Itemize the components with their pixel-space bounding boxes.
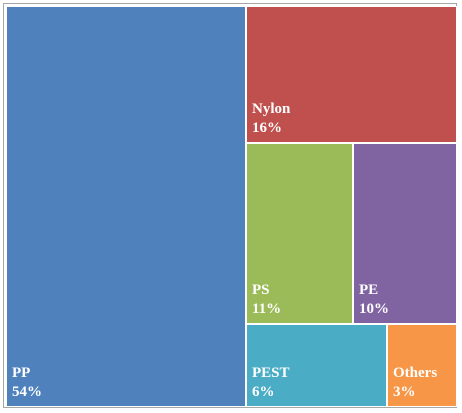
treemap-label-value: 54%: [12, 384, 42, 400]
treemap-label-others: Others 3%: [393, 364, 437, 402]
treemap-label-value: 3%: [393, 384, 416, 400]
treemap-tile-nylon: Nylon 16%: [246, 6, 457, 143]
treemap-label-name: Nylon: [252, 101, 291, 117]
treemap-label-pp: PP 54%: [12, 364, 42, 402]
treemap-tile-pest: PEST 6%: [246, 324, 387, 407]
treemap-label-value: 6%: [252, 384, 275, 400]
treemap-label-name: PEST: [252, 365, 290, 381]
treemap-label-name: PP: [12, 365, 31, 381]
treemap-tile-pp: PP 54%: [6, 6, 246, 407]
treemap-tile-ps: PS 11%: [246, 143, 353, 324]
treemap-label-name: PE: [359, 282, 379, 298]
treemap-label-name: Others: [393, 365, 438, 381]
treemap-chart: PP 54% Nylon 16% PS 11% PE 10% PEST 6% Others 3%: [6, 6, 457, 407]
treemap-tile-others: Others 3%: [387, 324, 457, 407]
treemap-label-pe: PE 10%: [359, 281, 389, 319]
treemap-label-value: 11%: [252, 301, 282, 317]
treemap-label-name: PS: [252, 282, 270, 298]
treemap-label-pest: PEST 6%: [252, 364, 290, 402]
treemap-label-nylon: Nylon 16%: [252, 100, 290, 138]
treemap-label-value: 16%: [252, 120, 282, 136]
treemap-label-value: 10%: [359, 301, 389, 317]
treemap-label-ps: PS 11%: [252, 281, 281, 319]
treemap-tile-pe: PE 10%: [353, 143, 457, 324]
